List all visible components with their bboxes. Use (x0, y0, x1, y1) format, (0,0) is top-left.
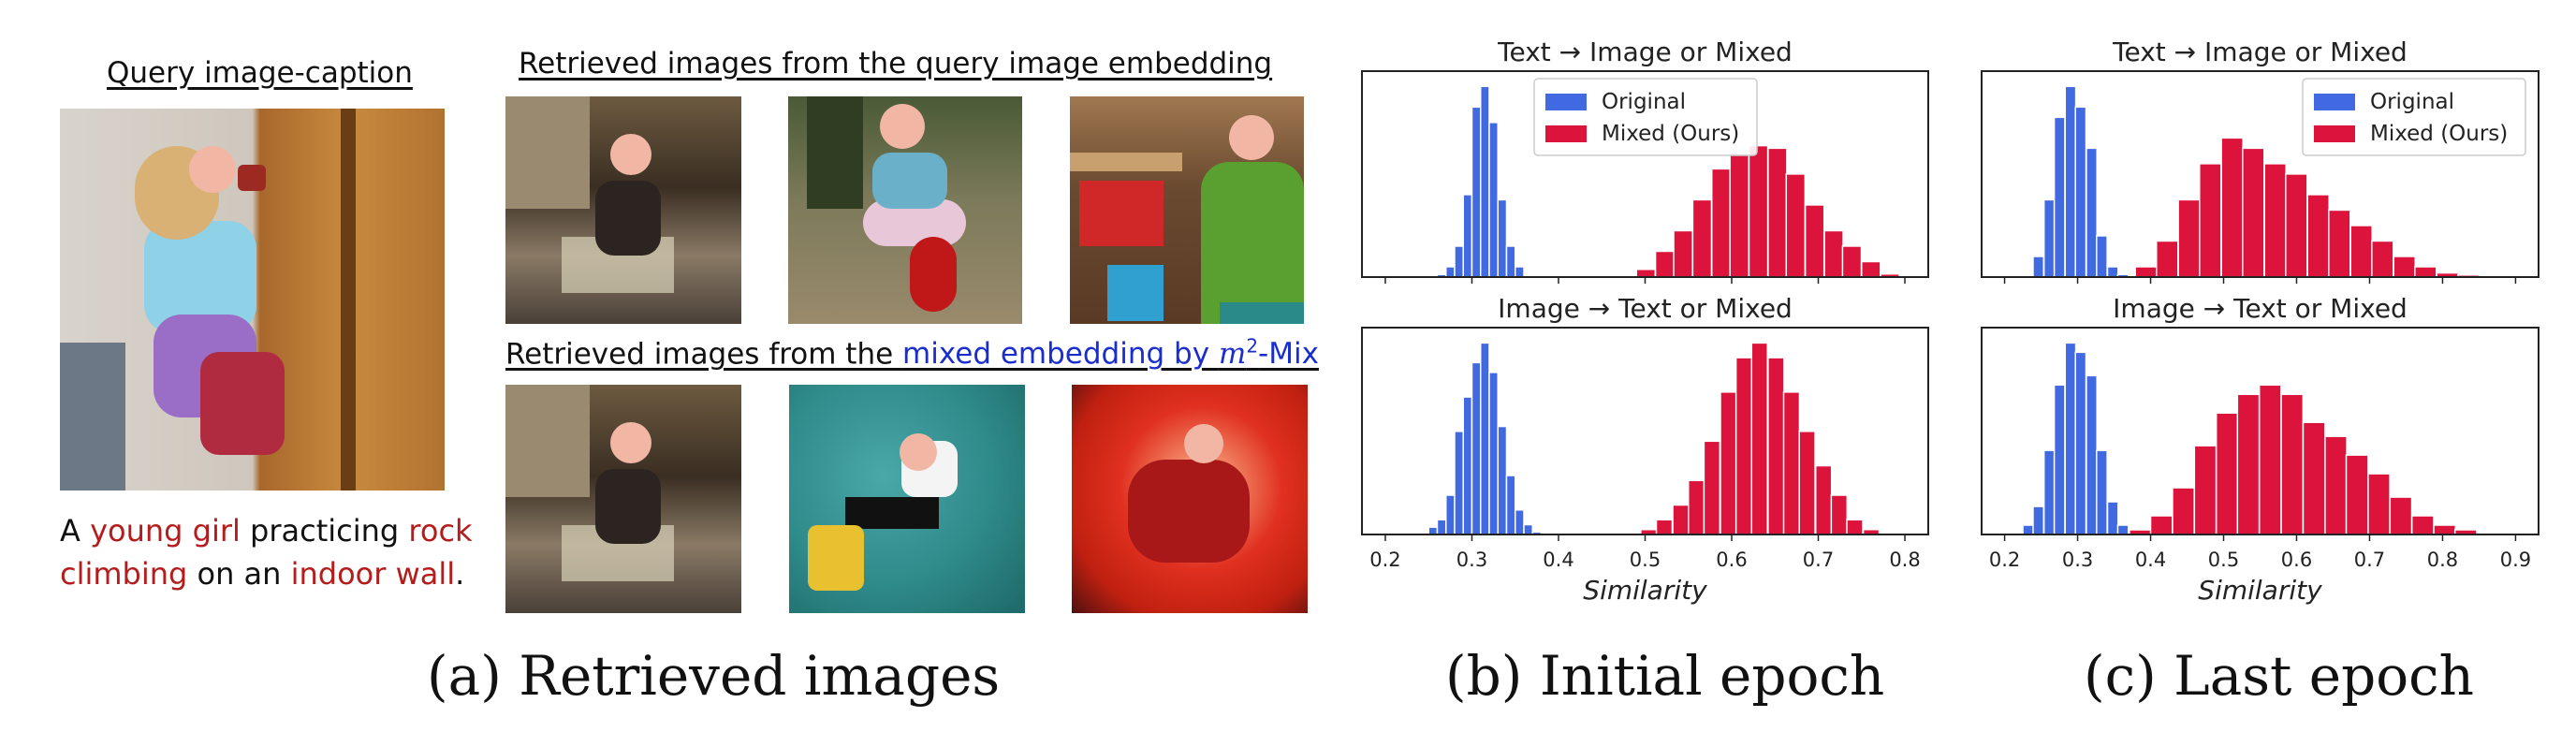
histogram-bar-original (2074, 351, 2087, 535)
histogram-bar-mixed (2433, 524, 2457, 535)
histogram-bar-original (2096, 449, 2108, 535)
x-tick-label: 0.5 (2208, 549, 2239, 571)
histogram-bar-original (2032, 505, 2045, 535)
histogram-bar-original (2086, 374, 2098, 535)
legend: Original Mixed (Ours) (1533, 78, 1758, 156)
retrieved-title-mixed: Retrieved images from the mixed embeddin… (505, 335, 1319, 372)
query-caption-line-2: climbing on an indoor wall. (60, 556, 465, 592)
histogram-bar-mixed (2193, 445, 2217, 535)
histogram-bar-mixed (2367, 473, 2391, 535)
retrieved-title-query: Retrieved images from the query image em… (519, 47, 1273, 81)
histogram-bar-mixed (2302, 421, 2326, 535)
query-title: Query image-caption (107, 56, 413, 90)
x-axis-label: Similarity (2198, 575, 2322, 606)
histogram-bar-mixed (2389, 496, 2413, 535)
histogram-bar-mixed (2258, 384, 2282, 535)
x-tick-label: 0.5 (1630, 549, 1661, 571)
sublabel-c: (c) Last epoch (2084, 644, 2474, 708)
x-tick-label: 0.2 (1369, 549, 1400, 571)
histogram-bar-mixed (2324, 435, 2348, 535)
histogram-bar-mixed (2215, 412, 2239, 535)
retrieved-image-4 (505, 385, 741, 613)
x-tick-label: 0.6 (1716, 549, 1747, 571)
histogram-bar-original (2064, 342, 2077, 535)
histogram-bar-original (2116, 524, 2130, 535)
x-tick-label: 0.6 (2281, 549, 2312, 571)
chart-frame (1981, 327, 2539, 535)
legend-swatch (2314, 94, 2355, 110)
legend-box (2302, 78, 2526, 156)
legend-swatch (2314, 125, 2355, 142)
retrieved-image-1 (505, 96, 741, 324)
legend-box (1533, 78, 1758, 156)
histogram-bar-mixed (2345, 454, 2369, 535)
mixed-embedding-link[interactable]: mixed embedding by m2-Mix (902, 335, 1319, 372)
x-tick-label: 0.4 (1543, 549, 1573, 571)
legend-label: Mixed (Ours) (2370, 122, 2508, 146)
chart-title: Image → Text or Mixed (1498, 293, 1793, 324)
sublabel-b: (b) Initial epoch (1445, 644, 1885, 708)
sublabel-a: (a) Retrieved images (427, 644, 1001, 708)
x-tick-label: 0.9 (2500, 549, 2531, 571)
retrieved-image-2 (788, 96, 1022, 324)
legend-label: Original (1602, 90, 1686, 114)
legend-swatch (1545, 94, 1587, 110)
x-tick-label: 0.8 (2427, 549, 2458, 571)
x-tick-label: 0.8 (1889, 549, 1920, 571)
chart-title: Text → Image or Mixed (2112, 37, 2408, 67)
retrieved-image-5 (789, 385, 1025, 613)
histogram-bar-original (2106, 501, 2119, 535)
histogram-bar-original (2042, 449, 2056, 535)
x-tick-label: 0.7 (2354, 549, 2385, 571)
x-tick-label: 0.4 (2135, 549, 2166, 571)
legend: Original Mixed (Ours) (2302, 78, 2526, 156)
retrieved-image-6 (1072, 385, 1308, 613)
histogram-bar-mixed (2172, 487, 2195, 535)
histogram-bar-mixed (2410, 515, 2435, 535)
histogram-bar-mixed (2236, 393, 2261, 535)
histogram-bar-mixed (2280, 393, 2305, 535)
histogram-bar-original (2022, 524, 2035, 535)
histogram-bar-original (2053, 384, 2066, 535)
chart-title: Image → Text or Mixed (2113, 293, 2408, 324)
histogram-bar-mixed (2149, 515, 2174, 535)
x-tick-label: 0.3 (1456, 549, 1487, 571)
query-caption-line-1: A young girl practicing rock (60, 513, 473, 549)
legend-label: Mixed (Ours) (1602, 122, 1739, 146)
x-tick-label: 0.7 (1803, 549, 1834, 571)
query-image (60, 109, 445, 490)
x-axis-label: Similarity (1583, 575, 1707, 606)
x-tick-label: 0.3 (2062, 549, 2093, 571)
chart-frame (1981, 70, 2539, 278)
retrieved-image-3 (1070, 96, 1304, 324)
chart-title: Text → Image or Mixed (1497, 37, 1793, 67)
legend-label: Original (2370, 90, 2454, 114)
legend-swatch (1545, 125, 1587, 142)
x-tick-label: 0.2 (1989, 549, 2020, 571)
